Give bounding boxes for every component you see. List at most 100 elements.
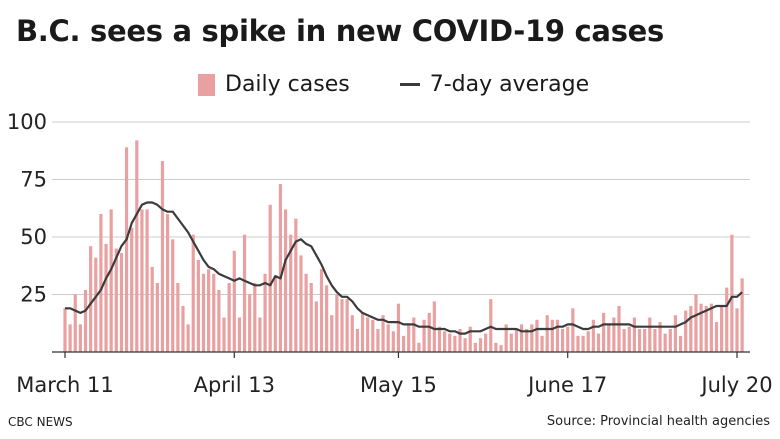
bar (443, 331, 447, 352)
bar (355, 329, 359, 352)
bar (119, 253, 124, 352)
bar (484, 333, 488, 352)
bar (191, 234, 195, 352)
bar (725, 287, 729, 352)
y-tick-label: 75 (20, 168, 47, 192)
legend-line-swatch (399, 83, 420, 86)
bar (319, 269, 324, 352)
bar (735, 308, 739, 352)
bar (350, 315, 354, 352)
bar (412, 317, 416, 352)
bar (340, 299, 344, 352)
bar (519, 324, 524, 352)
x-tick-label: May 15 (360, 373, 437, 397)
bar (94, 257, 98, 352)
bar (545, 315, 549, 352)
bar (730, 234, 734, 352)
bar (489, 299, 493, 352)
bar (207, 269, 211, 352)
bar (268, 204, 272, 352)
bar (432, 301, 436, 352)
bar (263, 273, 267, 352)
credit-label: CBC NEWS (8, 415, 73, 429)
bar (581, 335, 585, 352)
y-tick-label: 100 (7, 110, 47, 134)
bar (314, 301, 318, 352)
bar (155, 283, 159, 352)
bar (381, 315, 385, 352)
bar (709, 303, 713, 352)
legend-label-average: 7-day average (429, 72, 590, 97)
x-tick-label: July 20 (699, 373, 772, 397)
bar (658, 322, 662, 352)
bar (576, 335, 580, 352)
bar (514, 329, 519, 352)
bar (68, 324, 72, 352)
bar (376, 329, 380, 352)
bar (124, 147, 129, 352)
bar (714, 322, 719, 352)
bar (473, 342, 477, 352)
bar (463, 338, 467, 352)
bar (135, 140, 139, 352)
bar (237, 317, 242, 352)
bar (407, 324, 411, 352)
bar (478, 338, 483, 352)
bar (612, 317, 616, 352)
bar (740, 278, 744, 352)
bar (560, 329, 565, 352)
bar (63, 308, 67, 352)
x-tick-label: March 11 (16, 373, 113, 397)
bar (196, 260, 200, 352)
bar (689, 306, 693, 352)
bar (653, 329, 657, 352)
bar (391, 331, 395, 352)
bar (217, 289, 221, 352)
bar (73, 294, 77, 352)
bar (468, 326, 472, 352)
source-label: Source: Provincial health agencies (546, 414, 770, 429)
bar (248, 294, 252, 352)
x-tick-label: April 13 (194, 373, 275, 397)
bar (345, 299, 349, 352)
bar (417, 342, 421, 352)
y-tick-label: 25 (20, 283, 47, 307)
bar (684, 310, 688, 352)
bar (304, 273, 308, 352)
bar (627, 326, 631, 352)
bar (525, 329, 529, 352)
bar (145, 209, 149, 352)
bar (309, 283, 313, 352)
bar (607, 324, 611, 352)
bar (166, 214, 170, 352)
bar (150, 266, 154, 352)
bar (330, 315, 334, 352)
bar (289, 234, 293, 352)
bar (668, 329, 672, 352)
bar (371, 319, 375, 352)
bar (566, 326, 570, 352)
legend-label-daily: Daily cases (225, 72, 350, 97)
bar (227, 283, 231, 352)
bar (643, 329, 647, 352)
bar (181, 306, 185, 352)
bar (232, 250, 236, 352)
bar (160, 161, 165, 352)
bar (499, 345, 503, 352)
bar (396, 303, 401, 352)
bar (632, 317, 636, 352)
bar (437, 326, 442, 352)
bar (273, 276, 277, 352)
bar (704, 306, 708, 352)
bar (530, 324, 534, 352)
bar (130, 227, 134, 352)
bar (678, 335, 683, 352)
bar (212, 273, 216, 352)
y-tick-label: 50 (20, 225, 47, 249)
bar (109, 209, 113, 352)
bar (401, 335, 406, 352)
bar (535, 319, 539, 352)
bar (422, 319, 426, 352)
bar (494, 342, 498, 352)
bar (335, 294, 339, 352)
